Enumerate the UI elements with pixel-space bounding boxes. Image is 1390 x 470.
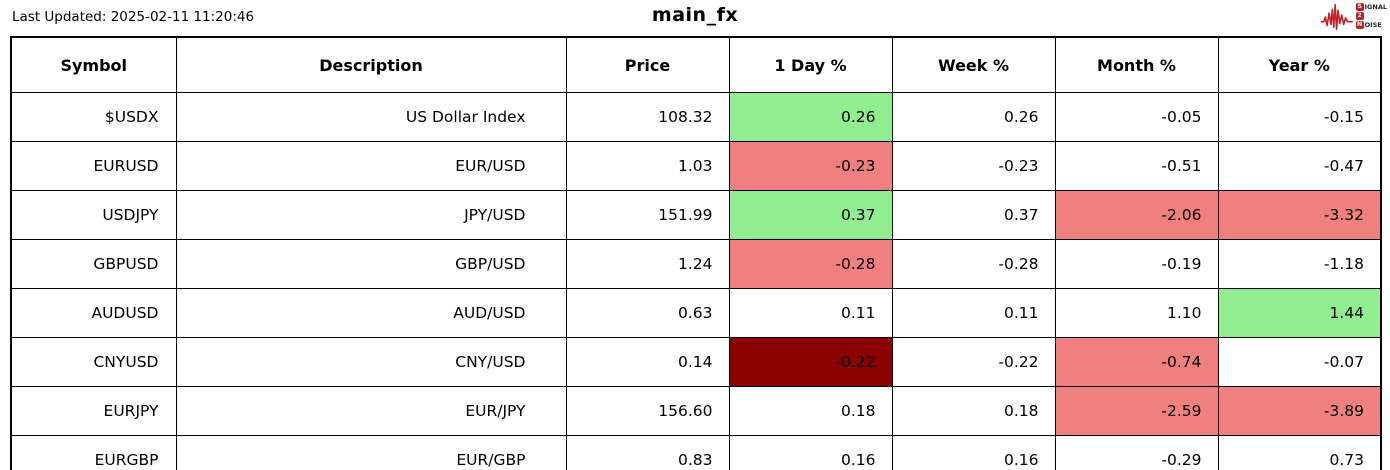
cell-year: 1.44 [1217, 288, 1382, 338]
cell-year: -0.15 [1217, 92, 1382, 142]
cell-month: -2.59 [1054, 386, 1219, 436]
cell-description: JPY/USD [175, 190, 567, 240]
cell-price: 108.32 [565, 92, 730, 142]
cell-year: -3.89 [1217, 386, 1382, 436]
cell-1day: 0.37 [728, 190, 893, 240]
cell-month: -0.51 [1054, 141, 1219, 191]
col-header-month: Month % [1054, 36, 1219, 93]
fx-table: Symbol Description Price 1 Day % Week % … [10, 36, 1382, 470]
cell-symbol: EURUSD [10, 141, 177, 191]
cell-week: 0.37 [891, 190, 1056, 240]
cell-description: EUR/GBP [175, 435, 567, 470]
cell-month: -0.05 [1054, 92, 1219, 142]
cell-year: -0.07 [1217, 337, 1382, 387]
cell-month: 1.10 [1054, 288, 1219, 338]
cell-symbol: $USDX [10, 92, 177, 142]
cell-symbol: AUDUSD [10, 288, 177, 338]
cell-symbol: CNYUSD [10, 337, 177, 387]
last-updated-text: Last Updated: 2025-02-11 11:20:46 [12, 9, 255, 25]
cell-symbol: EURJPY [10, 386, 177, 436]
cell-week: 0.16 [891, 435, 1056, 470]
cell-1day: -0.28 [728, 239, 893, 289]
cell-description: EUR/USD [175, 141, 567, 191]
cell-week: -0.22 [891, 337, 1056, 387]
cell-description: GBP/USD [175, 239, 567, 289]
table-row: AUDUSD AUD/USD 0.63 0.11 0.11 1.10 1.44 [10, 288, 1382, 338]
table-row: EURJPY EUR/JPY 156.60 0.18 0.18 -2.59 -3… [10, 386, 1382, 436]
logo-line-2: 2 [1355, 12, 1387, 20]
cell-week: 0.18 [891, 386, 1056, 436]
cell-price: 0.83 [565, 435, 730, 470]
cell-price: 1.24 [565, 239, 730, 289]
table-row: EURUSD EUR/USD 1.03 -0.23 -0.23 -0.51 -0… [10, 141, 1382, 191]
cell-1day: -0.23 [728, 141, 893, 191]
cell-month: -0.19 [1054, 239, 1219, 289]
table-row: USDJPY JPY/USD 151.99 0.37 0.37 -2.06 -3… [10, 190, 1382, 240]
cell-month: -0.29 [1054, 435, 1219, 470]
table-row: CNYUSD CNY/USD 0.14 -0.22 -0.22 -0.74 -0… [10, 337, 1382, 387]
cell-price: 1.03 [565, 141, 730, 191]
cell-month: -2.06 [1054, 190, 1219, 240]
col-header-year: Year % [1217, 36, 1382, 93]
cell-symbol: USDJPY [10, 190, 177, 240]
table-row: GBPUSD GBP/USD 1.24 -0.28 -0.28 -0.19 -1… [10, 239, 1382, 289]
cell-price: 0.63 [565, 288, 730, 338]
cell-description: AUD/USD [175, 288, 567, 338]
cell-1day: 0.18 [728, 386, 893, 436]
cell-price: 151.99 [565, 190, 730, 240]
cell-week: 0.26 [891, 92, 1056, 142]
cell-year: -1.18 [1217, 239, 1382, 289]
logo-chip-2: 2 [1355, 12, 1364, 20]
logo-wordmark: S IGNAL 2 N OISE [1355, 3, 1387, 29]
cell-month: -0.74 [1054, 337, 1219, 387]
cell-week: 0.11 [891, 288, 1056, 338]
col-header-symbol: Symbol [10, 36, 177, 93]
logo-chip-s: S [1355, 3, 1364, 11]
cell-description: EUR/JPY [175, 386, 567, 436]
cell-year: 0.73 [1217, 435, 1382, 470]
cell-symbol: EURGBP [10, 435, 177, 470]
header-row: Symbol Description Price 1 Day % Week % … [10, 36, 1382, 93]
cell-symbol: GBPUSD [10, 239, 177, 289]
cell-description: US Dollar Index [175, 92, 567, 142]
logo-line-noise: N OISE [1355, 21, 1382, 29]
logo-line-signal: S IGNAL [1355, 3, 1387, 11]
cell-week: -0.23 [891, 141, 1056, 191]
table-row: $USDX US Dollar Index 108.32 0.26 0.26 -… [10, 92, 1382, 142]
cell-year: -0.47 [1217, 141, 1382, 191]
cell-year: -3.32 [1217, 190, 1382, 240]
cell-price: 0.14 [565, 337, 730, 387]
table-row: EURGBP EUR/GBP 0.83 0.16 0.16 -0.29 0.73 [10, 435, 1382, 470]
cell-1day: 0.16 [728, 435, 893, 470]
col-header-description: Description [175, 36, 567, 93]
cell-1day: 0.11 [728, 288, 893, 338]
signal2noise-logo: S IGNAL 2 N OISE [1320, 1, 1387, 31]
cell-price: 156.60 [565, 386, 730, 436]
waveform-icon [1320, 1, 1355, 31]
cell-1day: -0.22 [728, 337, 893, 387]
cell-1day: 0.26 [728, 92, 893, 142]
col-header-price: Price [565, 36, 730, 93]
cell-week: -0.28 [891, 239, 1056, 289]
col-header-1day: 1 Day % [728, 36, 893, 93]
cell-description: CNY/USD [175, 337, 567, 387]
logo-chip-n: N [1355, 21, 1364, 29]
col-header-week: Week % [891, 36, 1056, 93]
page-title: main_fx [651, 4, 739, 26]
